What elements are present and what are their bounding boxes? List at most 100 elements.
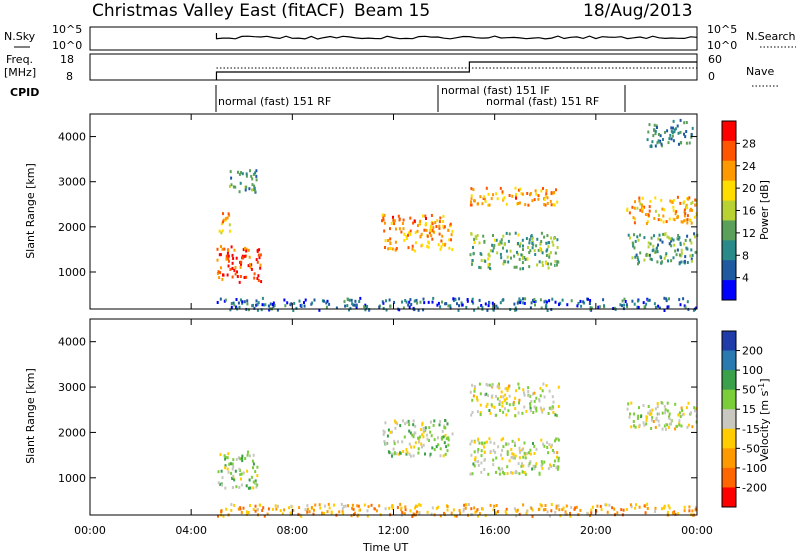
heat-cell (453, 514, 456, 518)
heat-cell (405, 300, 408, 304)
heat-cell (540, 231, 543, 235)
heat-cell (684, 205, 687, 209)
heat-cell (386, 434, 389, 438)
heat-cell (480, 461, 483, 465)
heat-cell (217, 270, 220, 274)
heat-cell (237, 456, 240, 460)
nsearch-tick-top: 10^5 (707, 23, 737, 36)
heat-cell (550, 262, 553, 266)
heat-cell (304, 298, 307, 302)
heat-cell (639, 202, 642, 206)
heat-cell (543, 395, 546, 399)
heat-cell (636, 299, 639, 303)
heat-cell (695, 306, 698, 310)
heat-cell (472, 251, 475, 255)
heat-cell (521, 470, 524, 474)
heat-cell (426, 234, 429, 238)
heat-cell (246, 512, 249, 516)
heat-cell (565, 504, 568, 508)
colorbar-tick-label: -15 (742, 423, 760, 436)
heat-cell (393, 419, 396, 423)
heat-cell (459, 511, 462, 515)
heat-cell (473, 450, 476, 454)
heat-cell (643, 305, 646, 309)
heat-cell (393, 442, 396, 446)
heat-cell (473, 506, 476, 510)
heat-cell (243, 276, 246, 279)
heat-cell (511, 194, 514, 198)
heat-cell (230, 183, 233, 187)
heat-cell (228, 223, 231, 227)
heat-cell (476, 234, 479, 237)
heat-cell (503, 407, 506, 411)
heat-cell (469, 253, 472, 257)
heat-cell (325, 301, 328, 305)
heat-cell (549, 251, 552, 255)
heat-cell (245, 172, 248, 176)
heat-cell (694, 250, 697, 254)
heat-cell (448, 238, 451, 242)
heat-cell (473, 389, 476, 393)
heat-cell (401, 511, 404, 514)
heat-cell (664, 130, 666, 134)
heat-cell (632, 420, 635, 423)
heat-cell (539, 298, 542, 302)
heat-cell (645, 422, 648, 426)
heat-cell (226, 467, 229, 471)
heat-cell (645, 302, 648, 306)
colorbar-tick-label: 50 (742, 384, 756, 397)
heat-cell (405, 448, 408, 452)
heat-cell (284, 304, 287, 308)
heat-cell (549, 463, 551, 467)
heat-cell (381, 300, 384, 304)
heat-cell (656, 126, 658, 129)
heat-cell (485, 405, 488, 408)
heat-cell (423, 228, 426, 232)
heat-cell (239, 181, 242, 185)
heat-cell (690, 202, 693, 205)
heat-cell (484, 197, 486, 201)
heat-cell (476, 202, 479, 206)
heat-cell (504, 387, 507, 391)
heat-cell (516, 301, 519, 305)
heat-cell (679, 201, 682, 205)
heat-cell (677, 413, 680, 417)
heat-cell (242, 256, 245, 260)
heat-cell (256, 249, 259, 253)
heat-cell (642, 301, 645, 305)
heat-cell (245, 275, 248, 279)
colorbar-swatch (722, 280, 736, 301)
heat-cell (685, 406, 688, 410)
heat-cell (539, 246, 542, 250)
colorbar-swatch (722, 331, 736, 352)
heat-cell (514, 308, 517, 312)
heat-cell (522, 256, 524, 260)
heat-cell (252, 453, 255, 457)
heat-cell (634, 506, 637, 510)
heat-cell (384, 421, 387, 425)
heat-cell (419, 300, 422, 304)
heat-cell (479, 392, 482, 396)
heat-cell (229, 308, 232, 312)
heat-cell (469, 390, 472, 394)
heat-cell (556, 451, 559, 455)
heat-cell (231, 486, 234, 489)
heat-cell (683, 121, 686, 125)
heat-cell (551, 297, 554, 301)
heat-cell (648, 298, 651, 302)
heat-cell (474, 510, 477, 514)
heat-cell (452, 299, 455, 302)
heat-cell (431, 228, 434, 232)
heat-cell (652, 134, 655, 138)
heat-cell (670, 422, 672, 426)
heat-cell (561, 298, 564, 302)
heat-cell (393, 222, 396, 226)
heat-cell (404, 508, 407, 512)
heat-cell (638, 196, 641, 200)
heat-cell (487, 263, 490, 267)
heat-cell (546, 196, 549, 200)
heat-cell (586, 511, 589, 515)
heat-cell (424, 452, 426, 456)
heat-cell (256, 474, 259, 478)
